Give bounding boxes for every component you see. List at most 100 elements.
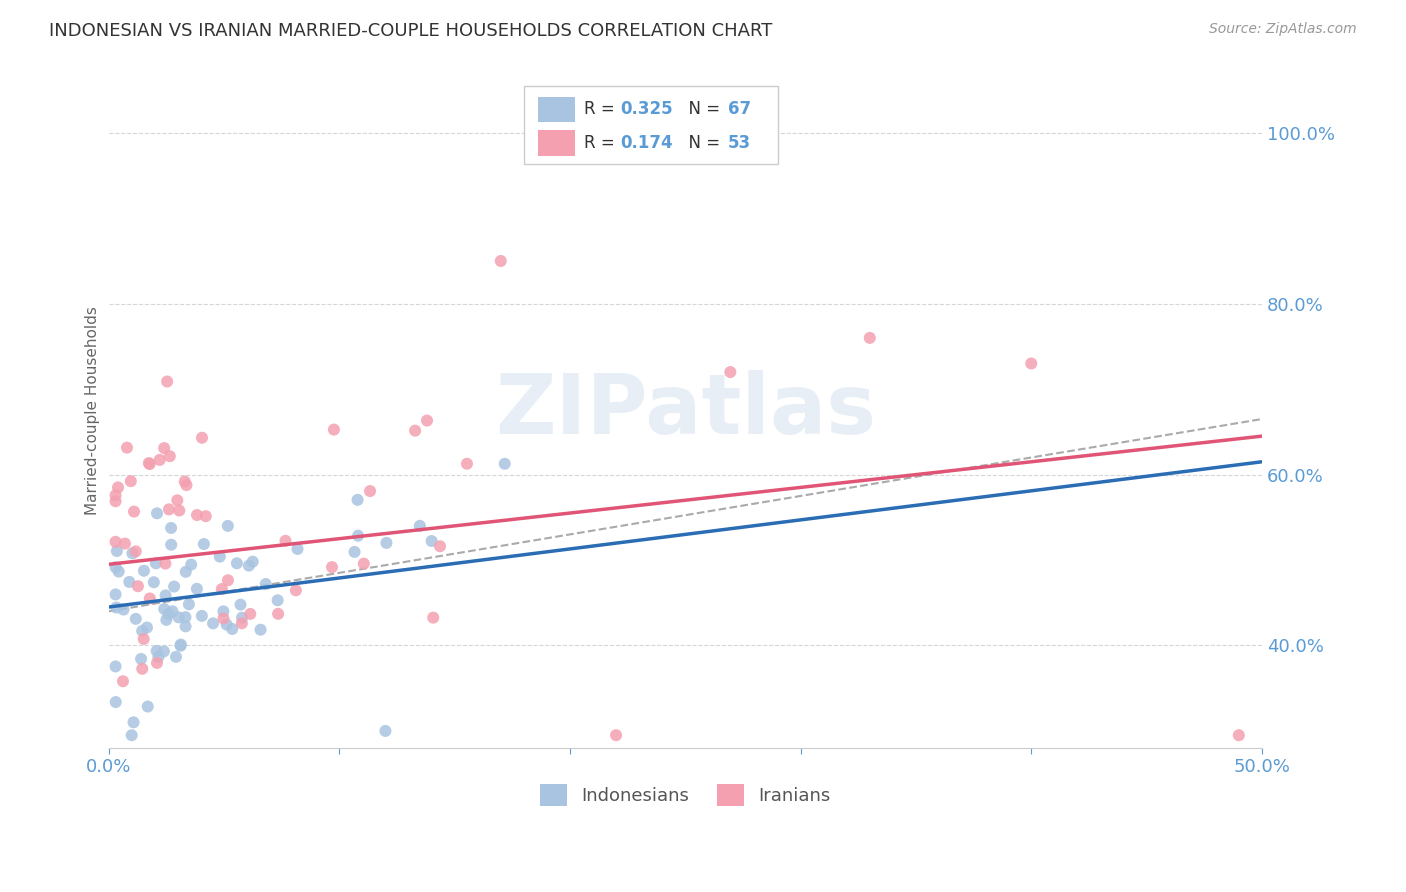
Point xyxy=(157,607,180,621)
Point xyxy=(173,475,195,489)
Point xyxy=(416,413,439,427)
Point xyxy=(146,656,169,670)
Point xyxy=(160,521,183,535)
Point xyxy=(215,617,238,632)
Point xyxy=(138,456,160,470)
Point xyxy=(122,715,145,730)
Point xyxy=(145,557,167,571)
Point xyxy=(202,616,225,631)
Point xyxy=(131,662,153,676)
Point xyxy=(221,622,243,636)
Point xyxy=(180,558,202,572)
Point xyxy=(267,607,290,621)
Point xyxy=(159,449,181,463)
Point xyxy=(104,534,127,549)
Point xyxy=(284,583,307,598)
Point xyxy=(217,519,239,533)
Point xyxy=(167,610,190,624)
Point xyxy=(132,564,155,578)
Point xyxy=(160,538,183,552)
Point xyxy=(136,699,159,714)
Point xyxy=(1019,357,1042,371)
Point xyxy=(231,616,253,631)
Point xyxy=(274,533,297,548)
Point xyxy=(242,555,264,569)
Point xyxy=(238,558,260,573)
Point xyxy=(121,546,143,560)
Point xyxy=(217,574,239,588)
Point xyxy=(132,632,155,646)
Point xyxy=(114,536,136,550)
Point xyxy=(177,598,200,612)
Point xyxy=(111,674,134,689)
FancyBboxPatch shape xyxy=(537,130,575,156)
Point xyxy=(718,365,741,379)
Point xyxy=(112,602,135,616)
Point xyxy=(420,534,443,549)
Point xyxy=(118,574,141,589)
Point xyxy=(212,604,235,618)
Point xyxy=(191,608,214,623)
Y-axis label: Married-couple Households: Married-couple Households xyxy=(86,306,100,515)
Point xyxy=(138,457,160,471)
Point xyxy=(127,579,149,593)
Point xyxy=(193,537,215,551)
Point xyxy=(146,506,169,520)
Point xyxy=(155,557,177,571)
Point xyxy=(194,509,217,524)
Point xyxy=(174,610,197,624)
Point xyxy=(162,604,184,618)
Text: N =: N = xyxy=(678,101,725,119)
Text: R =: R = xyxy=(583,134,620,153)
Point xyxy=(239,607,262,621)
Point xyxy=(155,588,177,602)
Point xyxy=(107,565,129,579)
Text: 67: 67 xyxy=(728,101,751,119)
Point xyxy=(422,610,444,624)
Point xyxy=(105,600,128,615)
Point xyxy=(404,424,426,438)
Point xyxy=(139,591,162,606)
Point xyxy=(347,529,370,543)
Point xyxy=(122,505,145,519)
Point xyxy=(211,582,233,596)
Point xyxy=(156,375,179,389)
Point xyxy=(1227,728,1250,742)
Point xyxy=(136,620,159,634)
FancyBboxPatch shape xyxy=(524,87,778,164)
Text: 53: 53 xyxy=(728,134,751,153)
Point xyxy=(129,652,152,666)
Point xyxy=(153,441,176,455)
Point xyxy=(231,610,253,624)
Point xyxy=(859,331,882,345)
Point xyxy=(225,556,247,570)
Point xyxy=(115,441,138,455)
Point xyxy=(142,575,165,590)
Point xyxy=(374,723,396,738)
Point xyxy=(107,480,129,494)
Point xyxy=(148,650,170,665)
Point xyxy=(186,508,208,522)
Point xyxy=(456,457,478,471)
Point xyxy=(104,494,127,508)
Point xyxy=(125,544,148,558)
Point xyxy=(174,565,197,579)
Point xyxy=(605,728,627,742)
Text: INDONESIAN VS IRANIAN MARRIED-COUPLE HOUSEHOLDS CORRELATION CHART: INDONESIAN VS IRANIAN MARRIED-COUPLE HOU… xyxy=(49,22,772,40)
Point xyxy=(121,728,143,742)
Point xyxy=(191,431,214,445)
Point xyxy=(104,560,127,574)
Point xyxy=(429,539,451,553)
Point xyxy=(104,488,127,502)
Point xyxy=(249,623,271,637)
Point xyxy=(212,611,235,625)
Point xyxy=(254,577,277,591)
Point xyxy=(105,544,128,558)
Text: 0.174: 0.174 xyxy=(620,134,673,153)
Point xyxy=(131,624,153,638)
Point xyxy=(359,484,381,499)
Point xyxy=(104,695,127,709)
Point xyxy=(170,638,193,652)
Point xyxy=(165,649,187,664)
Legend: Indonesians, Iranians: Indonesians, Iranians xyxy=(533,777,838,814)
